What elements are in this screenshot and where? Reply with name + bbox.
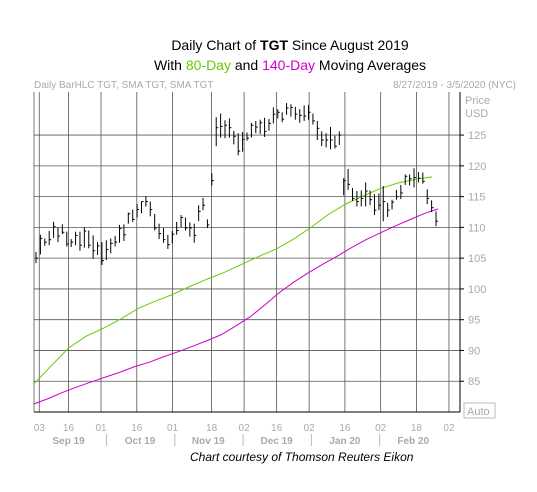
y-tick-label: 115 <box>468 192 486 204</box>
x-tick-label: 18 <box>411 423 423 434</box>
y-axis-label-usd: USD <box>465 108 488 120</box>
x-tick-label: 02 <box>304 423 316 434</box>
y-tick-label: 100 <box>468 284 486 296</box>
sma80-line <box>33 176 433 385</box>
x-month-label: Oct 19 <box>125 436 156 447</box>
chart-title-line2: With 80-Day and 140-Day Moving Averages <box>154 57 426 73</box>
auto-button-label: Auto <box>467 406 490 418</box>
chart-header-right: 8/27/2019 - 3/5/2020 (NYC) <box>393 80 516 91</box>
y-tick-label: 110 <box>468 222 486 234</box>
x-tick-label: 03 <box>34 423 46 434</box>
x-tick-label: 16 <box>339 423 351 434</box>
chart-header-left: Daily BarHLC TGT, SMA TGT, SMA TGT <box>34 80 213 91</box>
x-month-label: Feb 20 <box>397 436 429 447</box>
x-tick-label: 02 <box>375 423 387 434</box>
sma140-line <box>33 208 439 405</box>
chart-credit: Chart courtesy of Thomson Reuters Eikon <box>190 450 414 464</box>
x-month-label: Jan 20 <box>329 436 361 447</box>
y-tick-label: 125 <box>468 130 486 142</box>
y-tick-label: 85 <box>468 376 480 388</box>
x-tick-label: 02 <box>443 423 455 434</box>
x-tick-label: 02 <box>239 423 251 434</box>
x-tick-label: 16 <box>63 423 75 434</box>
y-axis-label-price: Price <box>465 95 490 107</box>
x-month-label: Nov 19 <box>192 436 225 447</box>
chart-title-line1: Daily Chart of TGT Since August 2019 <box>171 37 409 53</box>
y-tick-label: 95 <box>468 315 480 327</box>
x-tick-label: 18 <box>206 423 218 434</box>
x-tick-label: 16 <box>271 423 283 434</box>
x-tick-label: 01 <box>95 423 107 434</box>
x-month-label: Dec 19 <box>260 436 293 447</box>
plot-area: 85 90 95 100 105 110 115 120 125 03 16 01 16 01 18 02 16… <box>33 92 486 447</box>
y-tick-label: 90 <box>468 345 480 357</box>
y-tick-label: 105 <box>468 253 486 265</box>
x-tick-label: 01 <box>167 423 179 434</box>
x-month-label: Sep 19 <box>52 436 85 447</box>
x-tick-label: 16 <box>131 423 143 434</box>
auto-button[interactable] <box>463 402 496 419</box>
y-tick-label: 120 <box>468 161 486 173</box>
